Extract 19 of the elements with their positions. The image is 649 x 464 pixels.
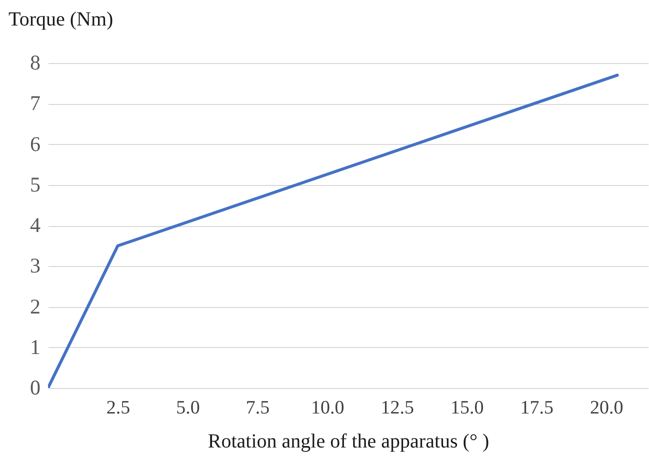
y-tick-label: 8	[30, 50, 40, 74]
x-tick-label: 10.0	[310, 398, 344, 418]
x-axis-title: Rotation angle of the apparatus (° )	[208, 430, 490, 452]
y-tick-label: 7	[30, 91, 40, 116]
y-tick-label: 5	[30, 172, 40, 196]
x-tick-label: 5.0	[176, 398, 200, 418]
y-tick-label: 3	[30, 254, 40, 278]
y-tick-label: 1	[30, 334, 40, 359]
y-tick-label: 2	[30, 294, 40, 318]
x-tick-label: 12.5	[380, 398, 414, 418]
x-tick-label: 7.5	[246, 398, 270, 418]
x-tick-label: 17.5	[520, 398, 554, 418]
y-tick-label: 4	[30, 213, 41, 237]
x-tick-label: 2.5	[106, 398, 130, 418]
x-tick-label: 20.0	[590, 398, 624, 418]
y-tick-label: 6	[30, 132, 40, 156]
x-tick-label: 15.0	[450, 398, 484, 418]
y-tick-label: 0	[30, 376, 40, 400]
y-axis-title: Torque (Nm)	[8, 8, 114, 30]
